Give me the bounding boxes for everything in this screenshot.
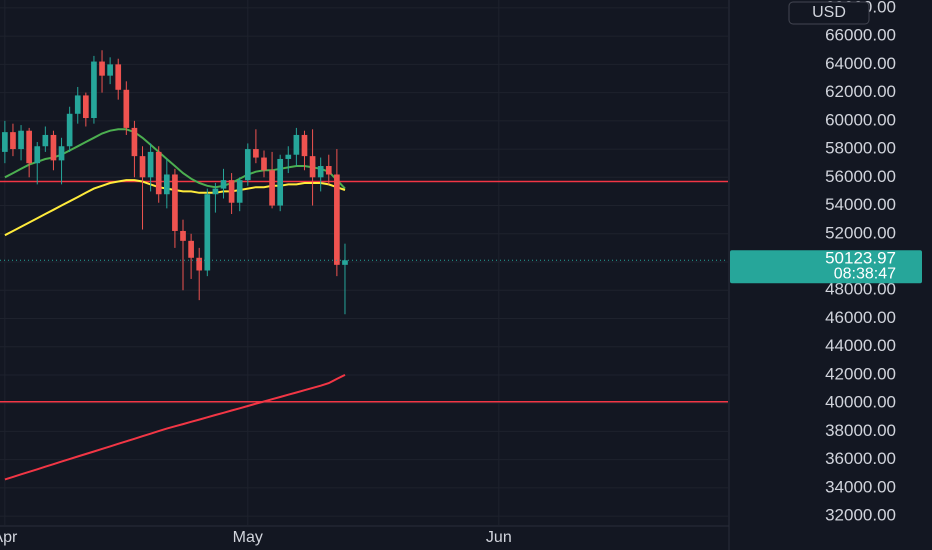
candle-body xyxy=(99,61,105,76)
series-layer xyxy=(0,0,728,526)
candle-body xyxy=(269,170,275,206)
y-tick-label: 58000.00 xyxy=(825,139,896,158)
candle-body xyxy=(204,194,211,271)
currency-label[interactable]: USD xyxy=(812,4,846,21)
candle-body xyxy=(42,134,49,147)
candle-body xyxy=(147,151,154,178)
candle-body xyxy=(261,157,267,171)
candle-body xyxy=(277,158,284,206)
candle-body xyxy=(115,64,122,90)
candle-body xyxy=(131,127,138,157)
y-tick-label: 64000.00 xyxy=(825,54,896,73)
y-tick-label: 40000.00 xyxy=(825,393,896,412)
candle-body xyxy=(50,134,57,161)
x-tick-label: Jun xyxy=(486,529,512,546)
y-tick-label: 44000.00 xyxy=(825,336,896,355)
candle-body xyxy=(196,257,203,271)
candle-body xyxy=(10,132,16,150)
candle-body xyxy=(212,188,219,195)
candle-body xyxy=(66,113,73,147)
candle-body xyxy=(228,180,235,203)
y-tick-label: 42000.00 xyxy=(825,364,896,383)
candle-body xyxy=(139,156,146,178)
candle-body xyxy=(123,89,130,128)
last-price-badge xyxy=(730,250,922,284)
candle-body xyxy=(244,149,251,181)
candle-body xyxy=(2,132,8,152)
candle-body xyxy=(163,174,170,195)
candle-body xyxy=(26,130,32,164)
x-tick-label: Apr xyxy=(0,529,18,546)
candle-body xyxy=(180,230,186,241)
candle-body xyxy=(74,95,81,114)
last-price-label: 50123.97 xyxy=(825,249,896,268)
candle-body xyxy=(285,154,292,159)
candle-body xyxy=(107,64,113,76)
y-tick-label: 60000.00 xyxy=(825,110,896,129)
candle-body xyxy=(220,180,227,189)
candle-body xyxy=(188,240,194,258)
candle-body xyxy=(301,134,308,157)
candle-body xyxy=(317,166,324,178)
y-tick-label: 66000.00 xyxy=(825,26,896,45)
moving-average-line xyxy=(4,374,346,481)
y-tick-label: 38000.00 xyxy=(825,421,896,440)
candle-body xyxy=(236,180,243,203)
y-tick-label: 62000.00 xyxy=(825,82,896,101)
y-tick-label: 56000.00 xyxy=(825,167,896,186)
x-tick-label: May xyxy=(233,529,263,546)
candle-body xyxy=(325,166,332,175)
candle-body xyxy=(91,61,97,119)
candle-body xyxy=(293,134,300,155)
y-tick-label: 32000.00 xyxy=(825,506,896,525)
candle-body xyxy=(342,260,348,265)
candle-body xyxy=(155,151,162,195)
y-tick-label: 54000.00 xyxy=(825,195,896,214)
y-tick-label: 34000.00 xyxy=(825,477,896,496)
plot-area xyxy=(0,0,728,526)
candle-body xyxy=(309,156,316,178)
candle-body xyxy=(58,146,65,161)
candle-body xyxy=(172,174,178,231)
y-tick-label: 46000.00 xyxy=(825,308,896,327)
y-tick-label: 48000.00 xyxy=(825,280,896,299)
currency-badge[interactable] xyxy=(788,1,870,25)
y-tick-label: 36000.00 xyxy=(825,449,896,468)
candle-body xyxy=(83,95,89,119)
candle-body xyxy=(253,149,259,158)
candle-body xyxy=(334,174,340,265)
y-tick-label: 52000.00 xyxy=(825,223,896,242)
candle-body xyxy=(18,130,24,150)
candle-body xyxy=(34,146,41,164)
countdown-label: 08:38:47 xyxy=(834,265,896,282)
